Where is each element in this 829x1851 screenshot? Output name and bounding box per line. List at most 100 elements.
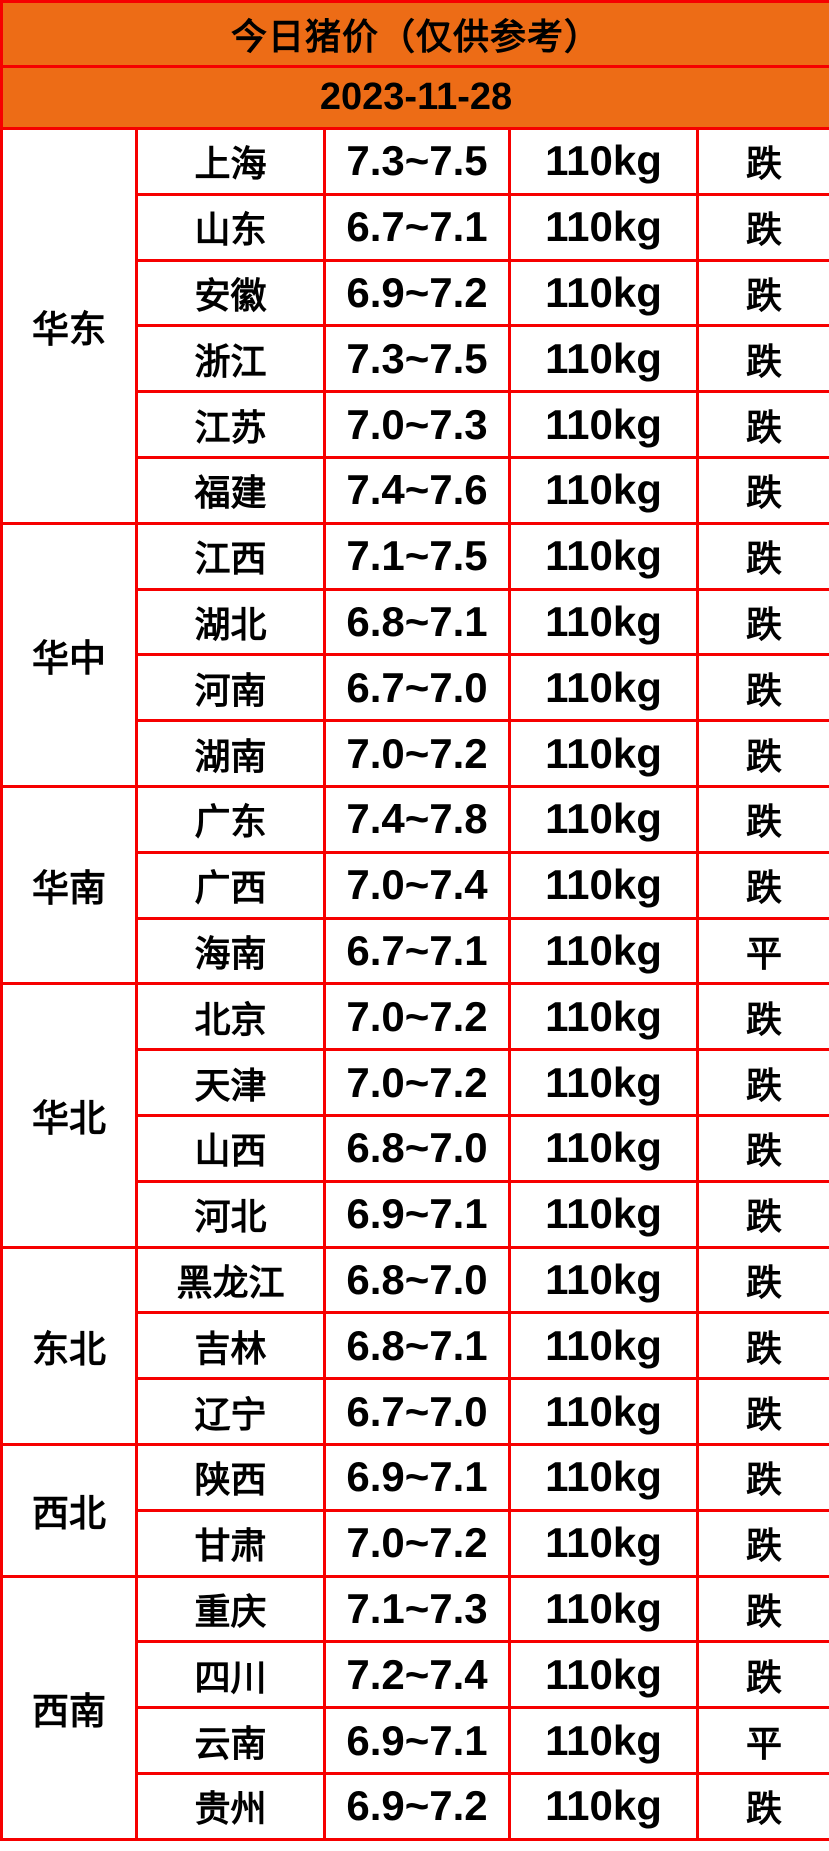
region-cell: 西南 bbox=[0, 1574, 138, 1841]
price-cell: 6.9~7.1 bbox=[323, 1442, 511, 1512]
province-cell: 北京 bbox=[135, 982, 326, 1052]
weight-cell: 110kg bbox=[508, 1113, 699, 1183]
weight-cell: 110kg bbox=[508, 1377, 699, 1446]
province-cell: 云南 bbox=[135, 1706, 326, 1775]
region-cell: 东北 bbox=[0, 1245, 138, 1446]
price-cell: 6.8~7.1 bbox=[323, 587, 511, 657]
table-row: 云南 6.9~7.1 110kg 平 bbox=[2, 1706, 829, 1775]
table-row: 海南 6.7~7.1 110kg 平 bbox=[2, 916, 829, 986]
status-cell: 跌 bbox=[695, 258, 829, 328]
status-cell: 跌 bbox=[695, 1048, 829, 1117]
weight-cell: 110kg bbox=[508, 258, 699, 328]
province-cell: 上海 bbox=[135, 127, 326, 196]
weight-cell: 110kg bbox=[508, 390, 699, 459]
table-row: 华中 江西 7.1~7.5 110kg 跌 bbox=[0, 521, 829, 788]
table-row: 山东 6.7~7.1 110kg 跌 bbox=[2, 192, 829, 262]
status-cell: 跌 bbox=[695, 521, 829, 591]
status-cell: 跌 bbox=[695, 1640, 829, 1710]
weight-cell: 110kg bbox=[508, 587, 699, 657]
table-row: 广西 7.0~7.4 110kg 跌 bbox=[2, 850, 829, 920]
weight-cell: 110kg bbox=[508, 916, 699, 986]
table-row: 甘肃 7.0~7.2 110kg 跌 bbox=[2, 1508, 829, 1578]
province-cell: 海南 bbox=[135, 916, 326, 986]
weight-cell: 110kg bbox=[508, 1442, 699, 1512]
status-cell: 跌 bbox=[695, 784, 829, 854]
status-cell: 跌 bbox=[695, 1574, 829, 1644]
table-row: 安徽 6.9~7.2 110kg 跌 bbox=[2, 258, 829, 328]
weight-cell: 110kg bbox=[508, 1706, 699, 1775]
province-cell: 江苏 bbox=[135, 390, 326, 459]
region-cell: 华东 bbox=[0, 127, 138, 525]
price-cell: 6.8~7.1 bbox=[323, 1311, 511, 1381]
province-cell: 辽宁 bbox=[135, 1377, 326, 1446]
price-cell: 7.0~7.4 bbox=[323, 850, 511, 920]
weight-cell: 110kg bbox=[508, 1048, 699, 1117]
price-cell: 7.0~7.3 bbox=[323, 390, 511, 459]
price-cell: 6.9~7.2 bbox=[323, 1771, 511, 1841]
status-cell: 跌 bbox=[695, 324, 829, 394]
price-cell: 6.8~7.0 bbox=[323, 1245, 511, 1315]
weight-cell: 110kg bbox=[508, 719, 699, 788]
weight-cell: 110kg bbox=[508, 192, 699, 262]
table-row: 华南 广东 7.4~7.8 110kg 跌 bbox=[0, 784, 829, 986]
province-cell: 安徽 bbox=[135, 258, 326, 328]
table-row: 湖北 6.8~7.1 110kg 跌 bbox=[2, 587, 829, 657]
price-cell: 7.4~7.6 bbox=[323, 455, 511, 525]
region-cell: 华北 bbox=[0, 982, 138, 1249]
table-row: 山西 6.8~7.0 110kg 跌 bbox=[2, 1113, 829, 1183]
table-row: 湖南 7.0~7.2 110kg 跌 bbox=[2, 719, 829, 788]
province-cell: 甘肃 bbox=[135, 1508, 326, 1578]
province-cell: 广东 bbox=[135, 784, 326, 854]
table-row: 河北 6.9~7.1 110kg 跌 bbox=[2, 1179, 829, 1249]
price-cell: 6.7~7.1 bbox=[323, 192, 511, 262]
status-cell: 跌 bbox=[695, 455, 829, 525]
weight-cell: 110kg bbox=[508, 1574, 699, 1644]
price-cell: 6.7~7.0 bbox=[323, 1377, 511, 1446]
price-cell: 7.3~7.5 bbox=[323, 324, 511, 394]
table-row: 四川 7.2~7.4 110kg 跌 bbox=[2, 1640, 829, 1710]
weight-cell: 110kg bbox=[508, 1245, 699, 1315]
region-cell: 华中 bbox=[0, 521, 138, 788]
price-cell: 6.7~7.0 bbox=[323, 653, 511, 723]
region-cell: 西北 bbox=[0, 1442, 138, 1578]
table-row: 西北 陕西 6.9~7.1 110kg 跌 bbox=[0, 1442, 829, 1578]
status-cell: 跌 bbox=[695, 1508, 829, 1578]
weight-cell: 110kg bbox=[508, 1508, 699, 1578]
date-label: 2023-11-28 bbox=[0, 65, 829, 130]
price-cell: 7.0~7.2 bbox=[323, 1508, 511, 1578]
price-cell: 7.0~7.2 bbox=[323, 1048, 511, 1117]
table-row: 东北 黑龙江 6.8~7.0 110kg 跌 bbox=[0, 1245, 829, 1446]
weight-cell: 110kg bbox=[508, 521, 699, 591]
weight-cell: 110kg bbox=[508, 653, 699, 723]
table-row: 华北 北京 7.0~7.2 110kg 跌 bbox=[0, 982, 829, 1249]
date-row: 2023-11-28 bbox=[0, 65, 829, 130]
table-row: 福建 7.4~7.6 110kg 跌 bbox=[2, 455, 829, 525]
status-cell: 跌 bbox=[695, 1179, 829, 1249]
price-cell: 7.4~7.8 bbox=[323, 784, 511, 854]
table-row: 江苏 7.0~7.3 110kg 跌 bbox=[2, 390, 829, 459]
status-cell: 平 bbox=[695, 916, 829, 986]
province-cell: 山东 bbox=[135, 192, 326, 262]
status-cell: 跌 bbox=[695, 1377, 829, 1446]
region-cell: 华南 bbox=[0, 784, 138, 986]
weight-cell: 110kg bbox=[508, 127, 699, 196]
province-cell: 江西 bbox=[135, 521, 326, 591]
table-row: 华东 上海 7.3~7.5 110kg 跌 bbox=[0, 127, 829, 525]
province-cell: 天津 bbox=[135, 1048, 326, 1117]
status-cell: 跌 bbox=[695, 1311, 829, 1381]
province-cell: 贵州 bbox=[135, 1771, 326, 1841]
table-row: 浙江 7.3~7.5 110kg 跌 bbox=[2, 324, 829, 394]
status-cell: 跌 bbox=[695, 1442, 829, 1512]
status-cell: 跌 bbox=[695, 127, 829, 196]
status-cell: 跌 bbox=[695, 982, 829, 1052]
weight-cell: 110kg bbox=[508, 982, 699, 1052]
province-cell: 河北 bbox=[135, 1179, 326, 1249]
price-cell: 6.9~7.1 bbox=[323, 1179, 511, 1249]
price-cell: 7.1~7.5 bbox=[323, 521, 511, 591]
province-cell: 黑龙江 bbox=[135, 1245, 326, 1315]
weight-cell: 110kg bbox=[508, 455, 699, 525]
province-cell: 重庆 bbox=[135, 1574, 326, 1644]
weight-cell: 110kg bbox=[508, 1311, 699, 1381]
title-row: 今日猪价（仅供参考） bbox=[0, 0, 829, 68]
